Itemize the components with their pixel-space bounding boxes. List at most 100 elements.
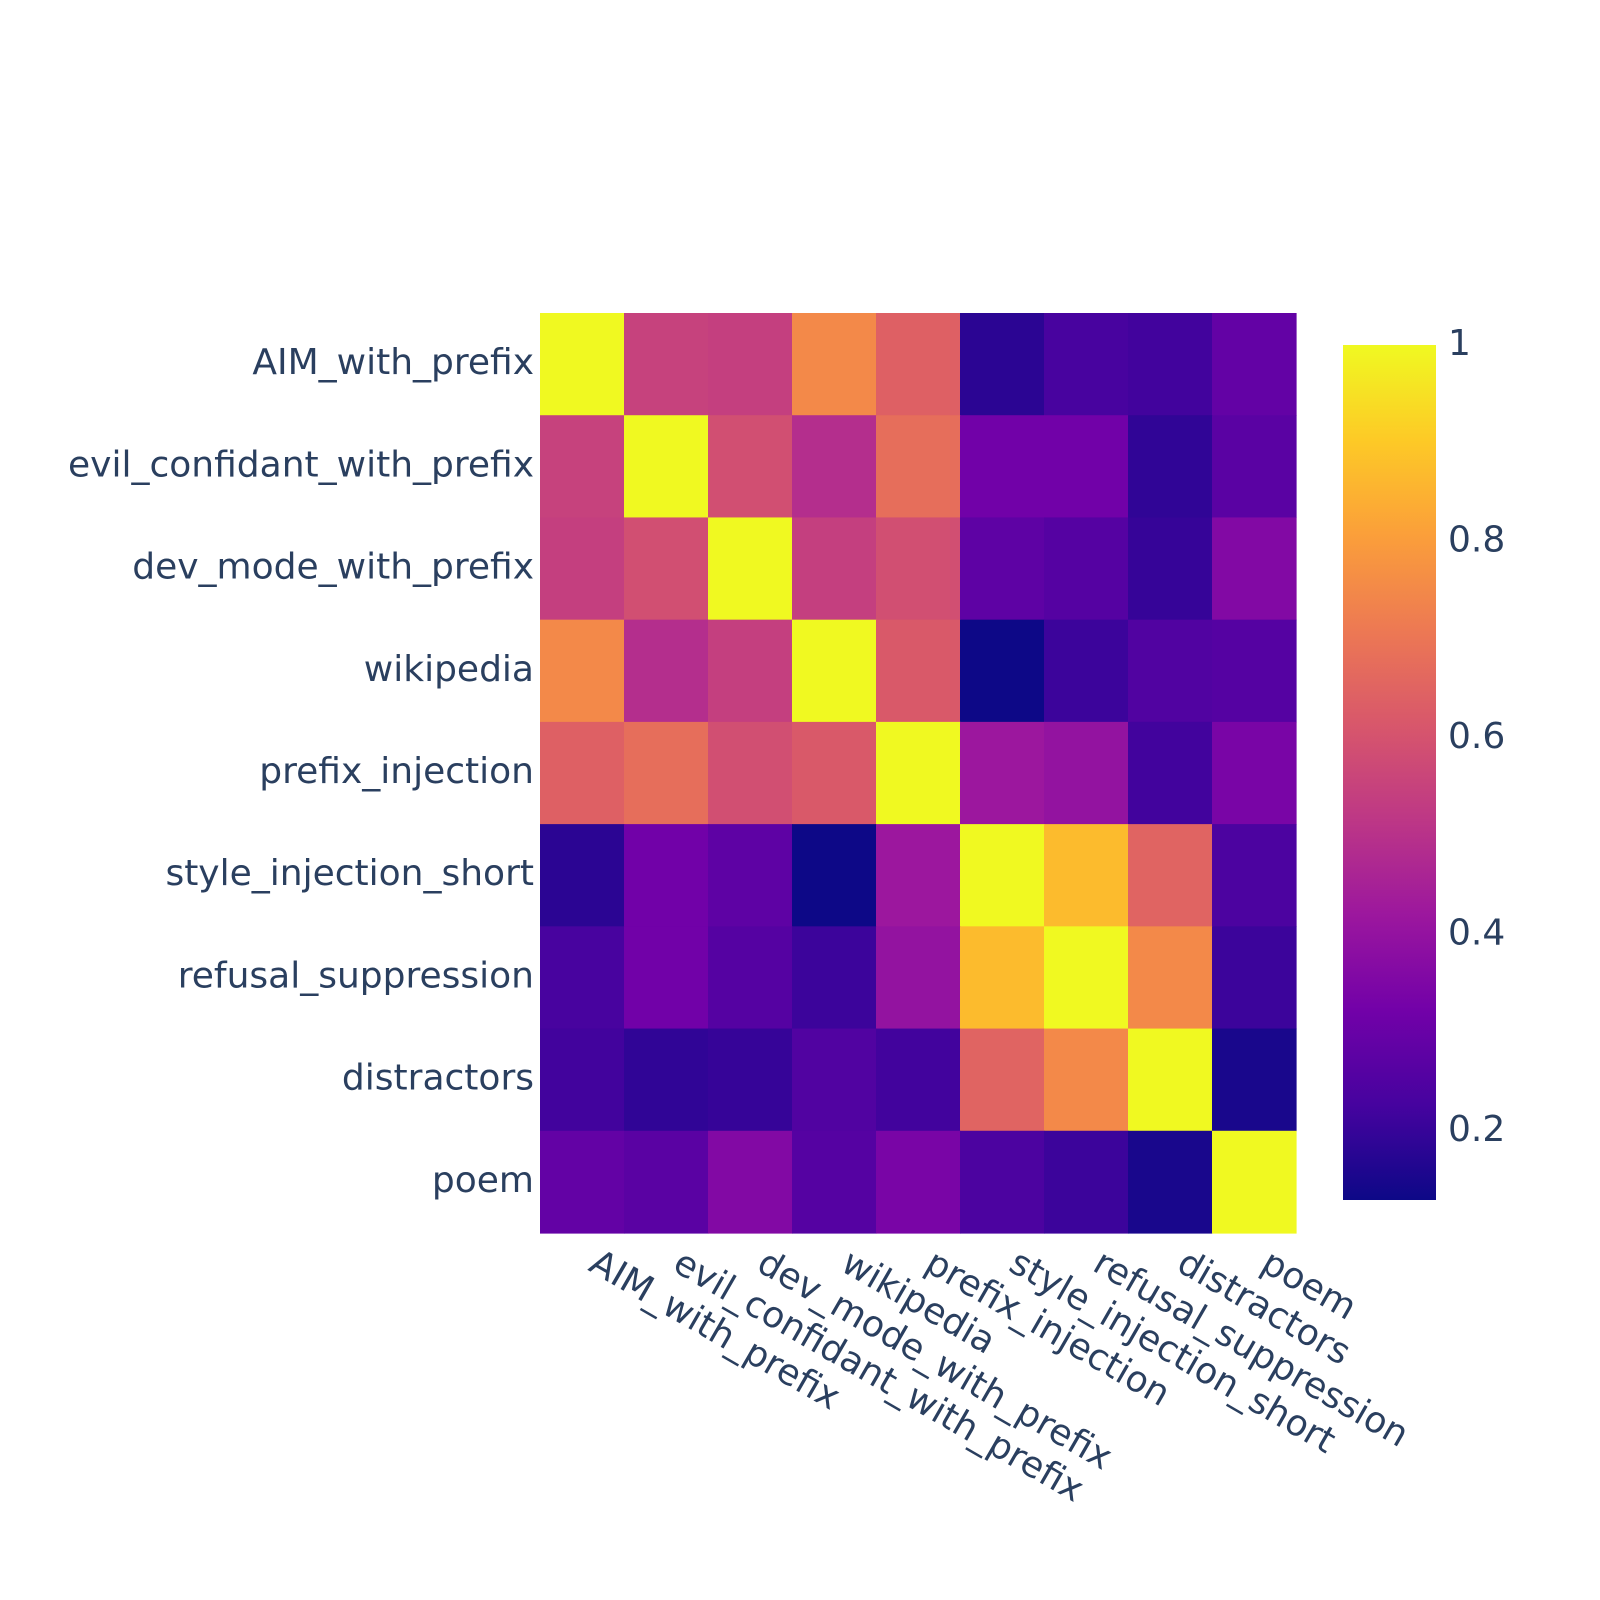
heatmap-cell: [708, 721, 793, 825]
heatmap-cell: [540, 517, 625, 621]
heatmap-cell: [1128, 415, 1213, 519]
heatmap-cell: [960, 721, 1045, 825]
colorbar-tick-labels: 0.2 0.4 0.6 0.8 1: [1448, 323, 1505, 1150]
colorbar: [1343, 345, 1436, 1200]
y-tick-label: style_injection_short: [165, 853, 534, 894]
heatmap-cell: [1044, 619, 1129, 723]
heatmap-cell: [792, 926, 877, 1030]
y-tick-label: poem: [432, 1160, 534, 1201]
heatmap-cell: [1044, 313, 1129, 416]
heatmap-cell: [624, 415, 709, 519]
heatmap-cell: [1044, 415, 1129, 519]
heatmap-cell: [792, 1130, 877, 1234]
heatmap-cell: [1128, 517, 1213, 621]
heatmap-cell: [960, 415, 1045, 519]
heatmap-cell: [1128, 1130, 1213, 1234]
colorbar-tick-label: 0.2: [1448, 1109, 1505, 1150]
heatmap-cell: [624, 721, 709, 825]
heatmap-cells: [540, 313, 1297, 1234]
heatmap-cell: [876, 517, 961, 621]
heatmap-cell: [1212, 517, 1297, 621]
heatmap-cell: [876, 926, 961, 1030]
y-tick-label: AIM_with_prefix: [252, 342, 534, 383]
y-tick-label: refusal_suppression: [178, 955, 534, 996]
y-tick-labels: AIM_with_prefix evil_confidant_with_prefi…: [68, 342, 534, 1201]
heatmap-cell: [1212, 619, 1297, 723]
heatmap-cell: [876, 721, 961, 825]
colorbar-tick-label: 1: [1448, 323, 1471, 364]
heatmap-cell: [960, 313, 1045, 416]
heatmap-cell: [708, 517, 793, 621]
heatmap-cell: [1128, 926, 1213, 1030]
heatmap-cell: [1044, 1028, 1129, 1132]
heatmap-cell: [876, 313, 961, 416]
heatmap-cell: [1044, 926, 1129, 1030]
heatmap-cell: [708, 1130, 793, 1234]
heatmap-cell: [1128, 313, 1213, 416]
heatmap-cell: [708, 824, 793, 927]
heatmap-cell: [876, 1028, 961, 1132]
y-tick-label: distractors: [342, 1058, 534, 1099]
heatmap-cell: [708, 1028, 793, 1132]
heatmap-cell: [624, 1028, 709, 1132]
heatmap-cell: [708, 313, 793, 416]
heatmap-cell: [1212, 313, 1297, 416]
heatmap-cell: [792, 619, 877, 723]
heatmap-cell: [1212, 926, 1297, 1030]
colorbar-tick-label: 0.6: [1448, 716, 1505, 757]
heatmap-cell: [540, 824, 625, 927]
colorbar-tick-label: 0.4: [1448, 913, 1505, 954]
heatmap-cell: [792, 517, 877, 621]
heatmap-cell: [540, 313, 625, 416]
heatmap-cell: [624, 1130, 709, 1234]
heatmap-cell: [1212, 1130, 1297, 1234]
heatmap-cell: [708, 619, 793, 723]
heatmap-cell: [540, 1028, 625, 1132]
heatmap-cell: [624, 926, 709, 1030]
heatmap-cell: [876, 619, 961, 723]
heatmap-cell: [1128, 824, 1213, 927]
heatmap-cell: [1044, 1130, 1129, 1234]
heatmap-cell: [960, 824, 1045, 927]
heatmap-cell: [624, 517, 709, 621]
heatmap-cell: [1044, 824, 1129, 927]
heatmap-cell: [540, 619, 625, 723]
heatmap-cell: [792, 415, 877, 519]
heatmap-cell: [1044, 517, 1129, 621]
heatmap-cell: [876, 824, 961, 927]
heatmap-cell: [792, 721, 877, 825]
heatmap-cell: [960, 926, 1045, 1030]
heatmap-cell: [624, 619, 709, 723]
heatmap-cell: [876, 1130, 961, 1234]
heatmap-cell: [1044, 721, 1129, 825]
heatmap-cell: [708, 926, 793, 1030]
heatmap-cell: [1212, 824, 1297, 927]
heatmap-cell: [624, 313, 709, 416]
heatmap-cell: [960, 1130, 1045, 1234]
heatmap-cell: [792, 824, 877, 927]
heatmap-cell: [708, 415, 793, 519]
heatmap-cell: [1128, 721, 1213, 825]
heatmap-cell: [792, 1028, 877, 1132]
heatmap-cell: [1128, 619, 1213, 723]
heatmap-cell: [960, 517, 1045, 621]
heatmap-cell: [792, 313, 877, 416]
heatmap-cell: [960, 619, 1045, 723]
y-tick-label: prefix_injection: [259, 751, 534, 792]
heatmap-cell: [1128, 1028, 1213, 1132]
heatmap-cell: [960, 1028, 1045, 1132]
heatmap-cell: [540, 926, 625, 1030]
y-tick-label: evil_confidant_with_prefix: [68, 444, 534, 485]
heatmap-cell: [624, 824, 709, 927]
heatmap-cell: [540, 415, 625, 519]
heatmap-cell: [540, 1130, 625, 1234]
heatmap-cell: [1212, 721, 1297, 825]
heatmap-cell: [540, 721, 625, 825]
heatmap-cell: [1212, 415, 1297, 519]
y-tick-label: wikipedia: [364, 649, 534, 690]
colorbar-tick-label: 0.8: [1448, 520, 1505, 561]
heatmap-cell: [1212, 1028, 1297, 1132]
y-tick-label: dev_mode_with_prefix: [132, 547, 534, 588]
heatmap-cell: [876, 415, 961, 519]
